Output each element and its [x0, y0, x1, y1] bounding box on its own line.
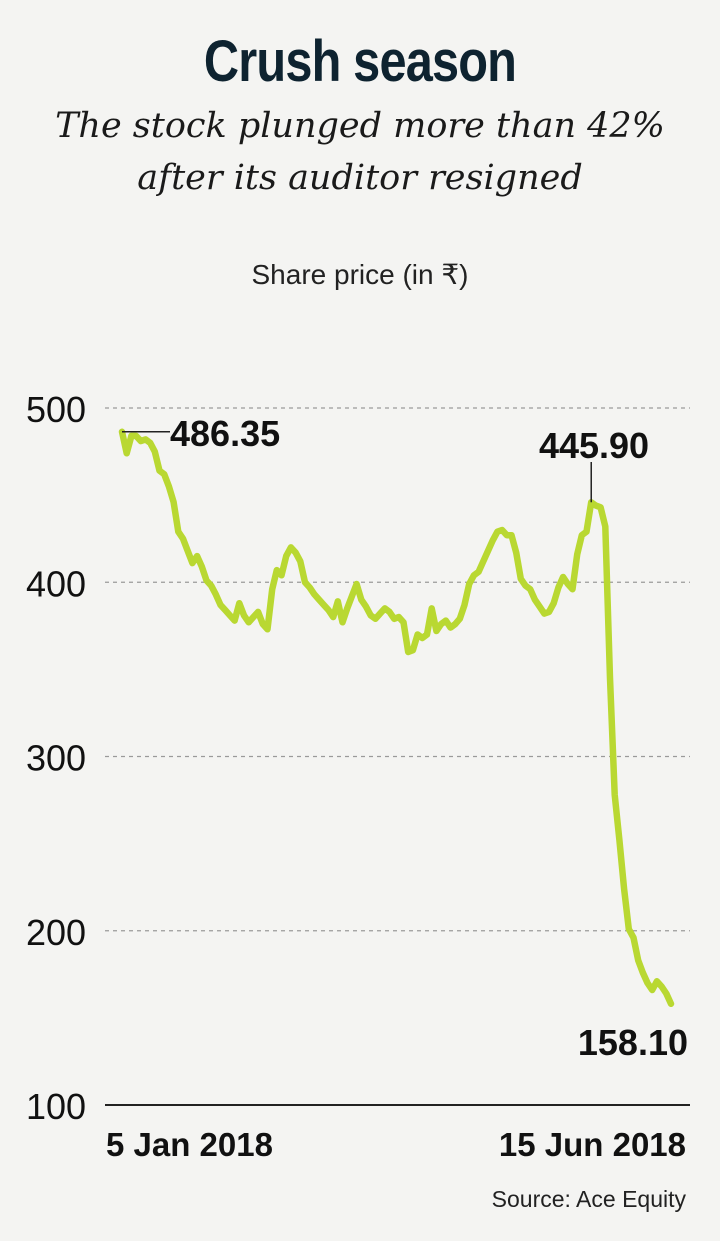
- price-series-line: [118, 428, 675, 1008]
- y-tick-label-300: 300: [26, 738, 86, 779]
- x-tick-label-end: 15 Jun 2018: [499, 1126, 686, 1163]
- x-tick-label-start: 5 Jan 2018: [106, 1126, 273, 1163]
- subtitle-line-2: after its auditor resigned: [137, 158, 583, 198]
- chart-title: Crush season: [203, 29, 517, 94]
- annotation-end-value: 158.10: [578, 1022, 688, 1063]
- chart-subtitle: The stock plunged more than 42% after it…: [30, 100, 690, 204]
- unit-label: Share price (in ₹): [251, 259, 469, 290]
- y-tick-label-500: 500: [26, 389, 86, 430]
- annotation-peak-value: 445.90: [539, 425, 649, 466]
- y-tick-label-200: 200: [26, 912, 86, 953]
- subtitle-line-1: The stock plunged more than 42%: [55, 106, 665, 146]
- y-tick-label-400: 400: [26, 563, 86, 604]
- source-note: Source: Ace Equity: [491, 1186, 686, 1212]
- annotation-start-value: 486.35: [170, 413, 280, 454]
- y-tick-label-100: 100: [26, 1086, 86, 1127]
